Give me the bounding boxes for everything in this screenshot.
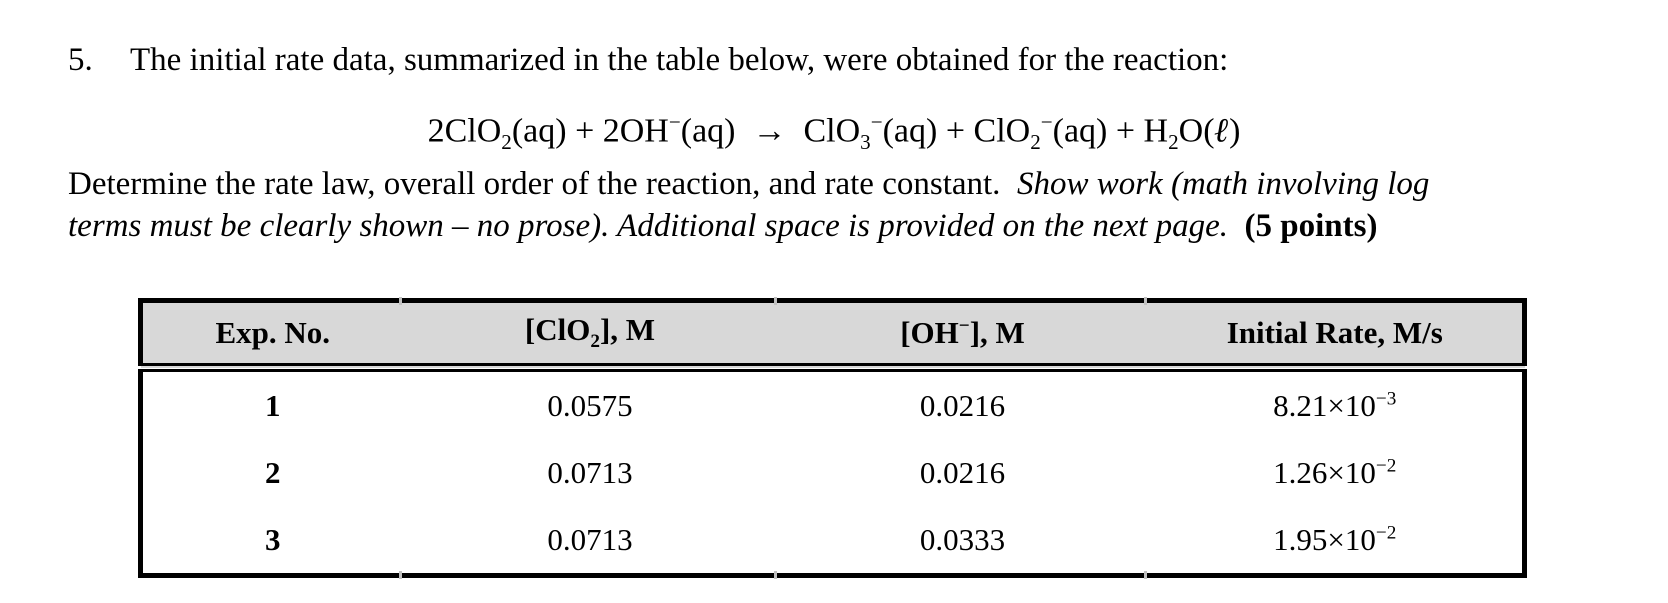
table-cell-exp-no: 3 [140, 506, 403, 576]
table-cell-exp-no: 2 [140, 439, 403, 506]
table-cell-initial-rate: 1.26×10−2 [1147, 439, 1525, 506]
question-intro-text: The initial rate data, summarized in the… [130, 42, 1229, 78]
column-divider-mark [399, 571, 402, 579]
question-heading: 5. The initial rate data, summarized in … [68, 40, 1228, 80]
rate-data-table-container: Exp. No. [ClO2], M [OH−], M Initial Rate… [138, 297, 1527, 579]
rate-data-table: Exp. No. [ClO2], M [OH−], M Initial Rate… [138, 298, 1527, 578]
column-divider-mark [1144, 571, 1147, 579]
column-header-oh: [OH−], M [777, 300, 1148, 372]
question-number: 5. [68, 42, 93, 78]
table-row: 3 0.0713 0.0333 1.95×10−2 [140, 506, 1525, 576]
table-cell-clo2: 0.0575 [402, 367, 778, 439]
table-row: 2 0.0713 0.0216 1.26×10−2 [140, 439, 1525, 506]
table-cell-initial-rate: 1.95×10−2 [1147, 506, 1525, 576]
table-header-row: Exp. No. [ClO2], M [OH−], M Initial Rate… [140, 300, 1525, 372]
table-cell-clo2: 0.0713 [402, 506, 778, 576]
table-cell-clo2: 0.0713 [402, 439, 778, 506]
instructions-paragraph: Determine the rate law, overall order of… [68, 163, 1429, 247]
column-header-exp-no: Exp. No. [140, 300, 403, 372]
instructions-line-2: terms must be clearly shown – no prose).… [68, 208, 1378, 244]
table-cell-exp-no: 1 [140, 367, 403, 439]
table-cell-oh: 0.0216 [777, 367, 1148, 439]
column-divider-mark [774, 297, 777, 305]
chemical-equation: 2ClO2(aq) + 2OH−(aq) → ClO3−(aq) + ClO2−… [427, 110, 1241, 155]
table-cell-oh: 0.0333 [777, 506, 1148, 576]
table-cell-initial-rate: 8.21×10−3 [1147, 367, 1525, 439]
table-row: 1 0.0575 0.0216 8.21×10−3 [140, 367, 1525, 439]
column-header-initial-rate: Initial Rate, M/s [1147, 300, 1525, 372]
instructions-line-1: Determine the rate law, overall order of… [68, 166, 1430, 202]
column-divider-mark [399, 297, 402, 305]
column-header-clo2: [ClO2], M [402, 300, 778, 372]
table-cell-oh: 0.0216 [777, 439, 1148, 506]
column-divider-mark [1144, 297, 1147, 305]
column-divider-mark [774, 571, 777, 579]
